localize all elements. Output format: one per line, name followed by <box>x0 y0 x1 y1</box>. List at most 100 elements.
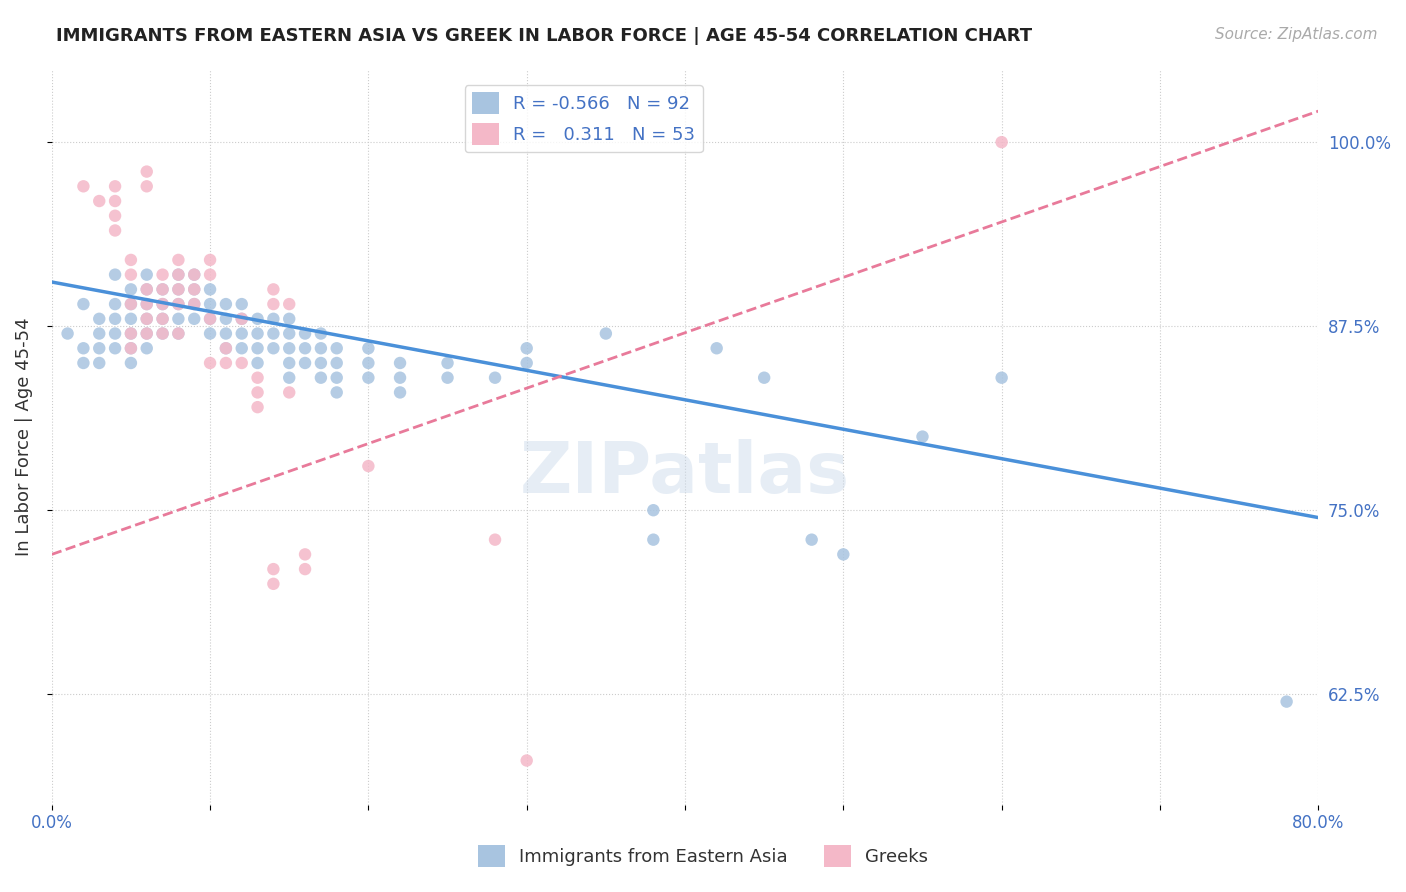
Point <box>231 326 253 341</box>
Point <box>104 326 127 341</box>
Point <box>643 533 665 547</box>
Point <box>198 268 221 282</box>
Point <box>246 400 269 414</box>
Point <box>135 268 157 282</box>
Point <box>152 282 174 296</box>
Point <box>167 326 190 341</box>
Point <box>215 356 238 370</box>
Point <box>198 326 221 341</box>
Point <box>167 252 190 267</box>
Point <box>104 268 127 282</box>
Point <box>104 223 127 237</box>
Point <box>198 356 221 370</box>
Point <box>278 370 301 384</box>
Point <box>152 326 174 341</box>
Point <box>516 754 538 768</box>
Point <box>183 282 205 296</box>
Point <box>246 311 269 326</box>
Point <box>167 282 190 296</box>
Point <box>167 282 190 296</box>
Point <box>516 356 538 370</box>
Point <box>389 370 412 384</box>
Point <box>754 370 776 384</box>
Point <box>990 370 1012 384</box>
Point <box>262 282 284 296</box>
Point <box>278 297 301 311</box>
Point <box>167 268 190 282</box>
Point <box>104 179 127 194</box>
Point <box>484 533 506 547</box>
Point <box>262 326 284 341</box>
Point <box>832 548 855 562</box>
Point <box>215 341 238 355</box>
Point <box>357 458 380 473</box>
Point <box>325 385 347 400</box>
Text: Source: ZipAtlas.com: Source: ZipAtlas.com <box>1215 27 1378 42</box>
Point <box>231 311 253 326</box>
Point <box>389 385 412 400</box>
Point <box>56 326 79 341</box>
Point <box>152 297 174 311</box>
Point <box>198 311 221 326</box>
Point <box>120 311 142 326</box>
Point <box>167 297 190 311</box>
Point <box>309 341 332 355</box>
Text: IMMIGRANTS FROM EASTERN ASIA VS GREEK IN LABOR FORCE | AGE 45-54 CORRELATION CHA: IMMIGRANTS FROM EASTERN ASIA VS GREEK IN… <box>56 27 1032 45</box>
Point <box>246 326 269 341</box>
Point <box>89 326 111 341</box>
Point <box>120 341 142 355</box>
Point <box>278 356 301 370</box>
Point <box>231 341 253 355</box>
Text: ZIPatlas: ZIPatlas <box>520 439 851 508</box>
Point <box>278 311 301 326</box>
Point <box>135 341 157 355</box>
Point <box>357 370 380 384</box>
Point <box>120 326 142 341</box>
Point <box>167 326 190 341</box>
Point <box>262 297 284 311</box>
Point <box>262 562 284 576</box>
Point <box>120 252 142 267</box>
Point <box>325 356 347 370</box>
Point <box>198 282 221 296</box>
Point <box>72 179 94 194</box>
Point <box>309 356 332 370</box>
Point <box>183 311 205 326</box>
Point <box>325 341 347 355</box>
Point <box>104 341 127 355</box>
Legend: Immigrants from Eastern Asia, Greeks: Immigrants from Eastern Asia, Greeks <box>471 838 935 874</box>
Point <box>120 326 142 341</box>
Point <box>167 297 190 311</box>
Point <box>294 341 316 355</box>
Point <box>198 252 221 267</box>
Point <box>309 326 332 341</box>
Point <box>436 370 458 384</box>
Point <box>262 577 284 591</box>
Point <box>246 341 269 355</box>
Point <box>135 311 157 326</box>
Point <box>436 356 458 370</box>
Point <box>246 385 269 400</box>
Point <box>357 356 380 370</box>
Y-axis label: In Labor Force | Age 45-54: In Labor Force | Age 45-54 <box>15 318 32 556</box>
Point <box>135 179 157 194</box>
Point <box>484 370 506 384</box>
Point <box>104 297 127 311</box>
Point <box>595 326 617 341</box>
Point <box>135 297 157 311</box>
Point <box>120 268 142 282</box>
Point <box>294 356 316 370</box>
Point <box>135 297 157 311</box>
Point <box>215 326 238 341</box>
Point <box>135 282 157 296</box>
Point <box>135 282 157 296</box>
Point <box>215 311 238 326</box>
Point <box>152 268 174 282</box>
Point <box>89 194 111 208</box>
Point <box>294 562 316 576</box>
Point <box>152 326 174 341</box>
Point <box>152 297 174 311</box>
Point <box>89 341 111 355</box>
Point <box>104 194 127 208</box>
Point <box>167 268 190 282</box>
